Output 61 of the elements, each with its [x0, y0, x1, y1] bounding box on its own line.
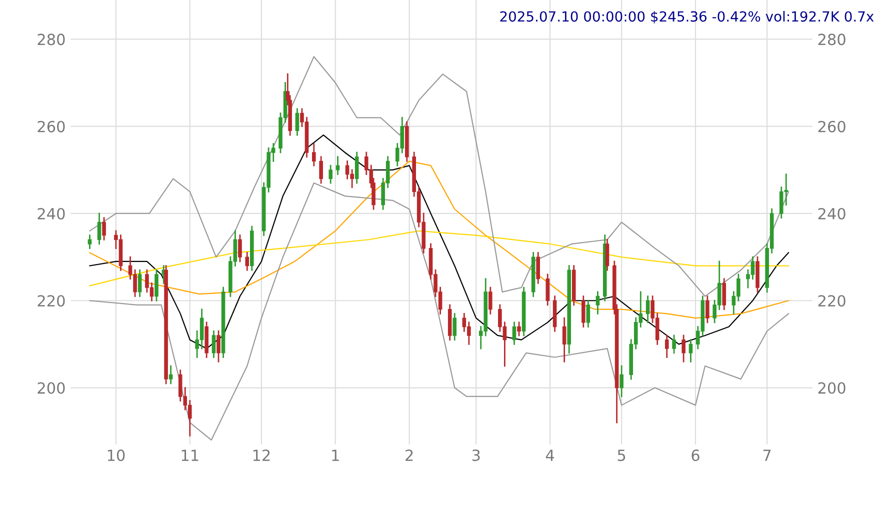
candlestick: [546, 274, 550, 306]
candlestick: [605, 238, 610, 271]
x-tick-label: 10: [108, 450, 125, 462]
y2-tick-label: 240: [818, 208, 846, 220]
line-series: [89, 134, 790, 350]
x-tick-label: 5: [618, 450, 626, 462]
y2-tick-label: 280: [818, 34, 846, 46]
candlestick: [138, 269, 142, 297]
candlestick: [517, 322, 521, 336]
y-tick-label: 240: [38, 208, 65, 220]
candlestick: [672, 334, 676, 354]
candlestick: [319, 156, 323, 184]
candlestick: [452, 313, 457, 341]
x-tick-label: 3: [472, 450, 480, 462]
line-series: [89, 56, 790, 297]
x-tick-label: 7: [763, 450, 771, 461]
candlestick: [664, 334, 669, 358]
candlestick: [295, 108, 300, 136]
candlestick: [102, 217, 106, 240]
candlestick: [488, 286, 492, 314]
candlestick: [706, 296, 710, 324]
y-tick-label: 220: [38, 295, 65, 307]
x-tick-label: 6: [692, 450, 700, 462]
candlestick: [238, 234, 242, 262]
candlestick: [245, 252, 250, 271]
x-tick-label: 12: [253, 450, 270, 461]
candlestick: [536, 252, 540, 284]
candlestick: [562, 317, 566, 362]
candlestick: [646, 296, 650, 324]
line-series: [89, 230, 790, 286]
candlestick: [586, 300, 590, 328]
x-tick-label: 2: [406, 450, 413, 461]
line-series: [89, 182, 790, 441]
candlestick: [620, 365, 624, 398]
line-series: [89, 160, 790, 319]
candlestick: [354, 152, 359, 184]
y2-tick-label: 200: [818, 382, 846, 394]
y2-tick-label: 260: [818, 120, 846, 132]
y-tick-label: 200: [38, 382, 65, 394]
candlestick: [312, 143, 316, 166]
candlestick: [97, 212, 102, 245]
candlestick: [682, 334, 686, 362]
y-tick-label: 280: [38, 34, 65, 46]
candlestick: [722, 278, 726, 310]
y2-tick-label: 220: [818, 295, 846, 307]
candlestick: [336, 156, 340, 175]
candlestick: [88, 234, 92, 250]
candlestick: [328, 164, 332, 184]
candlestick: [688, 339, 693, 362]
candlestick: [512, 322, 516, 345]
candlestick: [212, 330, 216, 358]
x-tick-label: 11: [182, 450, 198, 461]
text: 2025.07.10 00:00:00 $245.36 -0.42% vol:192.7K 0.7x: [500, 10, 874, 24]
y-tick-label: 260: [38, 120, 65, 132]
candlestick: [216, 330, 220, 362]
candlestick: [168, 365, 173, 384]
candlestick: [154, 269, 158, 302]
x-tick-label: 4: [546, 450, 554, 461]
x-tick-label: 1: [332, 450, 339, 461]
candlestick: [582, 296, 586, 328]
candlestick: [596, 291, 600, 314]
